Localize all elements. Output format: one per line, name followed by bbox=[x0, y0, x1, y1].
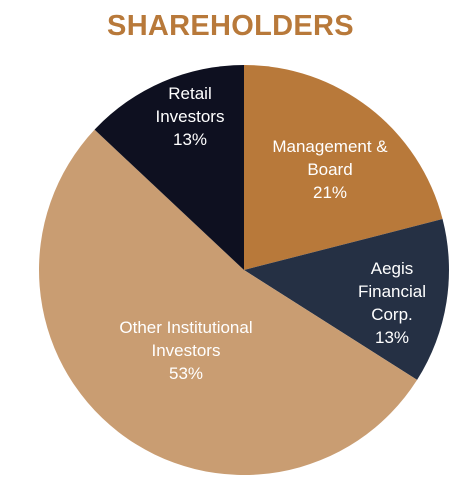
slice-value-label: 13% bbox=[375, 328, 409, 347]
slice-value-label: 21% bbox=[313, 183, 347, 202]
slice-label: Retail Investors 13% bbox=[156, 84, 225, 149]
slice-label: Management & Board 21% bbox=[272, 137, 388, 202]
slice-label: Other Institutional Investors 53% bbox=[119, 318, 252, 383]
slice-value-label: 53% bbox=[169, 364, 203, 383]
slice-value-label: 13% bbox=[173, 130, 207, 149]
slice-name-label: Management & bbox=[272, 137, 388, 156]
pie-slice-management-board bbox=[244, 65, 443, 270]
pie-labels: Management & Board 21% Aegis Financial Corp. 1… bbox=[119, 84, 426, 383]
slice-name-label: Aegis bbox=[371, 259, 414, 278]
slice-name-label: Corp. bbox=[371, 305, 413, 324]
pie-slice-other-institutional-investors bbox=[38, 129, 418, 476]
pie-slices bbox=[38, 65, 450, 476]
slice-name-label: Investors bbox=[156, 107, 225, 126]
pie-slice-retail-investors bbox=[94, 65, 244, 270]
slice-name-label: Board bbox=[307, 160, 352, 179]
chart-title: SHAREHOLDERS bbox=[107, 10, 354, 42]
slice-name-label: Financial bbox=[358, 282, 426, 301]
slice-name-label: Other Institutional bbox=[119, 318, 252, 337]
slice-name-label: Retail bbox=[168, 84, 211, 103]
slice-label: Aegis Financial Corp. 13% bbox=[358, 259, 426, 347]
slice-name-label: Investors bbox=[152, 341, 221, 360]
pie-slice-aegis-financial-corp bbox=[244, 219, 450, 380]
